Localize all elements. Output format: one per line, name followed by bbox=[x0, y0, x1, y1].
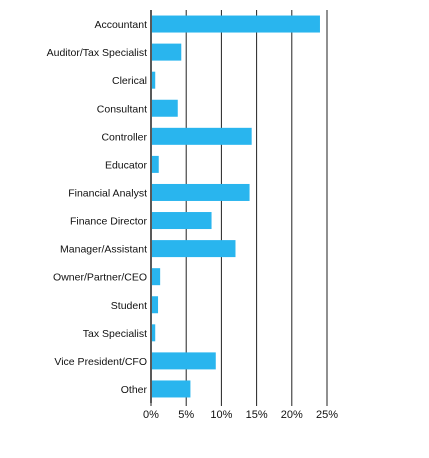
bar bbox=[152, 240, 236, 258]
bar bbox=[152, 127, 252, 145]
category-label: Educator bbox=[105, 159, 148, 171]
x-tick-label: 0% bbox=[143, 409, 159, 421]
category-label: Owner/Partner/CEO bbox=[53, 272, 147, 284]
bar bbox=[152, 43, 182, 61]
bars bbox=[152, 15, 320, 398]
category-label: Student bbox=[111, 300, 147, 312]
bar bbox=[152, 15, 320, 33]
x-tick-label: 5% bbox=[178, 409, 194, 421]
x-tick-label: 25% bbox=[316, 409, 338, 421]
category-label: Clerical bbox=[112, 75, 147, 87]
x-tick-label: 20% bbox=[281, 409, 303, 421]
category-labels: Accountant Auditor/Tax Specialist Clerical… bbox=[47, 19, 148, 396]
bar bbox=[152, 268, 161, 286]
category-label: Financial Analyst bbox=[68, 187, 147, 199]
bar bbox=[152, 324, 156, 342]
bar bbox=[152, 71, 156, 89]
category-label: Accountant bbox=[94, 19, 147, 31]
x-tick-label: 10% bbox=[210, 409, 232, 421]
grid-lines bbox=[150, 10, 328, 406]
category-label: Controller bbox=[101, 131, 147, 143]
category-label: Tax Specialist bbox=[83, 328, 147, 340]
category-label: Auditor/Tax Specialist bbox=[47, 47, 147, 59]
category-label: Vice President/CFO bbox=[54, 356, 147, 368]
x-tick-label: 15% bbox=[246, 409, 268, 421]
x-tick-labels: 0% 5% 10% 15% 20% 25% bbox=[143, 409, 338, 421]
category-label: Finance Director bbox=[70, 216, 148, 228]
category-label: Other bbox=[121, 384, 148, 396]
bar bbox=[152, 99, 178, 117]
bar bbox=[152, 155, 159, 173]
bar bbox=[152, 352, 216, 370]
bar bbox=[152, 296, 159, 314]
category-label: Manager/Assistant bbox=[60, 244, 147, 256]
category-label: Consultant bbox=[97, 103, 147, 115]
bar bbox=[152, 183, 250, 201]
bar bbox=[152, 380, 191, 398]
bar bbox=[152, 212, 212, 230]
